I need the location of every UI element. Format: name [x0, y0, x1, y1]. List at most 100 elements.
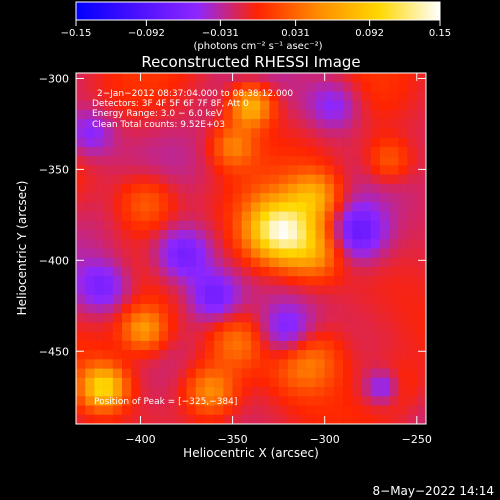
- heatmap-cell: [241, 211, 252, 222]
- heatmap-cell: [416, 359, 426, 369]
- heatmap-cell: [306, 239, 316, 249]
- heatmap-cell: [177, 276, 187, 286]
- heatmap-cell: [398, 146, 408, 157]
- heatmap-cell: [168, 211, 178, 222]
- heatmap-cell: [361, 396, 371, 406]
- heatmap-cell: [94, 340, 104, 351]
- x-axis-tick-label: −250: [402, 433, 432, 446]
- heatmap-cell: [352, 248, 362, 258]
- heatmap-cell: [112, 359, 123, 369]
- heatmap-cell: [379, 109, 390, 120]
- heatmap-cell: [278, 294, 289, 305]
- heatmap-cell: [407, 128, 418, 138]
- heatmap-cell: [398, 414, 408, 424]
- heatmap-cell: [140, 156, 150, 166]
- heatmap-cell: [131, 91, 141, 101]
- heatmap-cell: [287, 294, 298, 305]
- heatmap-cell: [241, 193, 252, 203]
- heatmap-cell: [370, 313, 381, 323]
- heatmap-cell: [324, 313, 335, 323]
- heatmap-cell: [85, 266, 95, 277]
- heatmap-cell: [223, 377, 233, 388]
- heatmap-cell: [94, 303, 104, 314]
- heatmap-cell: [361, 174, 371, 185]
- colorbar-tick-label: 0.092: [355, 28, 384, 39]
- heatmap-cell: [122, 248, 132, 258]
- x-axis: −400 −350 −300 −250: [125, 73, 432, 446]
- heatmap-cell: [260, 183, 270, 194]
- heatmap-cell: [315, 165, 325, 175]
- heatmap-cell: [168, 82, 178, 92]
- heatmap-cell: [195, 239, 206, 249]
- heatmap-cell: [103, 174, 114, 185]
- heatmap-cell: [315, 359, 325, 369]
- heatmap-cell: [232, 340, 243, 351]
- heatmap-cell: [232, 183, 243, 194]
- heatmap-cell: [297, 165, 307, 175]
- heatmap-cell: [76, 82, 86, 92]
- heatmap-cell: [112, 100, 123, 111]
- heatmap-cell: [278, 109, 289, 120]
- heatmap-cell: [149, 405, 160, 416]
- heatmap-cell: [343, 387, 353, 397]
- heatmap-cell: [278, 313, 289, 323]
- heatmap-cell: [131, 368, 141, 379]
- heatmap-cell: [389, 377, 399, 388]
- heatmap-cell: [103, 294, 114, 305]
- heatmap-cell: [370, 340, 381, 351]
- heatmap-cell: [168, 368, 178, 379]
- heatmap-cell: [315, 239, 325, 249]
- heatmap-cell: [379, 396, 390, 406]
- heatmap-cell: [251, 303, 261, 314]
- heatmap-cell: [94, 405, 104, 416]
- heatmap-cell: [343, 359, 353, 369]
- heatmap-cell: [379, 91, 390, 101]
- heatmap-cell: [306, 220, 316, 231]
- heatmap-cell: [389, 165, 399, 175]
- heatmap-cell: [333, 248, 344, 258]
- heatmap-cell: [158, 165, 169, 175]
- heatmap-cell: [76, 91, 86, 101]
- heatmap-cell: [379, 303, 390, 314]
- heatmap-cell: [204, 146, 215, 157]
- heatmap-cell: [112, 211, 123, 222]
- heatmap-cell: [94, 230, 104, 240]
- heatmap-cell: [158, 396, 169, 406]
- heatmap-cell: [278, 202, 289, 212]
- heatmap-cell: [149, 377, 160, 388]
- heatmap-cell: [269, 331, 279, 342]
- heatmap-cell: [297, 294, 307, 305]
- heatmap-cell: [112, 294, 123, 305]
- heatmap-cell: [112, 202, 123, 212]
- heatmap-cell: [214, 165, 224, 175]
- heatmap-cell: [158, 285, 169, 295]
- heatmap-cell: [85, 368, 95, 379]
- heatmap-cell: [379, 377, 390, 388]
- heatmap-cell: [407, 146, 418, 157]
- heatmap-cell: [103, 387, 114, 397]
- heatmap-cell: [251, 165, 261, 175]
- heatmap-cell: [195, 156, 206, 166]
- heatmap-cell: [140, 414, 150, 424]
- heatmap-cell: [112, 119, 123, 129]
- heatmap-cell: [343, 109, 353, 120]
- heatmap-cell: [241, 405, 252, 416]
- heatmap-cell: [149, 331, 160, 342]
- heatmap-cell: [186, 340, 196, 351]
- heatmap-cell: [260, 257, 270, 268]
- heatmap-cell: [260, 193, 270, 203]
- heatmap-cell: [94, 387, 104, 397]
- heatmap-cell: [287, 202, 298, 212]
- heatmap-cell: [112, 285, 123, 295]
- heatmap-cell: [214, 405, 224, 416]
- heatmap-cell: [195, 331, 206, 342]
- heatmap-cell: [168, 137, 178, 148]
- heatmap-cell: [177, 405, 187, 416]
- heatmap-cell: [131, 156, 141, 166]
- heatmap-cell: [204, 405, 215, 416]
- heatmap-cell: [287, 340, 298, 351]
- heatmap-cell: [94, 285, 104, 295]
- heatmap-cell: [140, 350, 150, 360]
- heatmap-cell: [260, 109, 270, 120]
- heatmap-cell: [76, 359, 86, 369]
